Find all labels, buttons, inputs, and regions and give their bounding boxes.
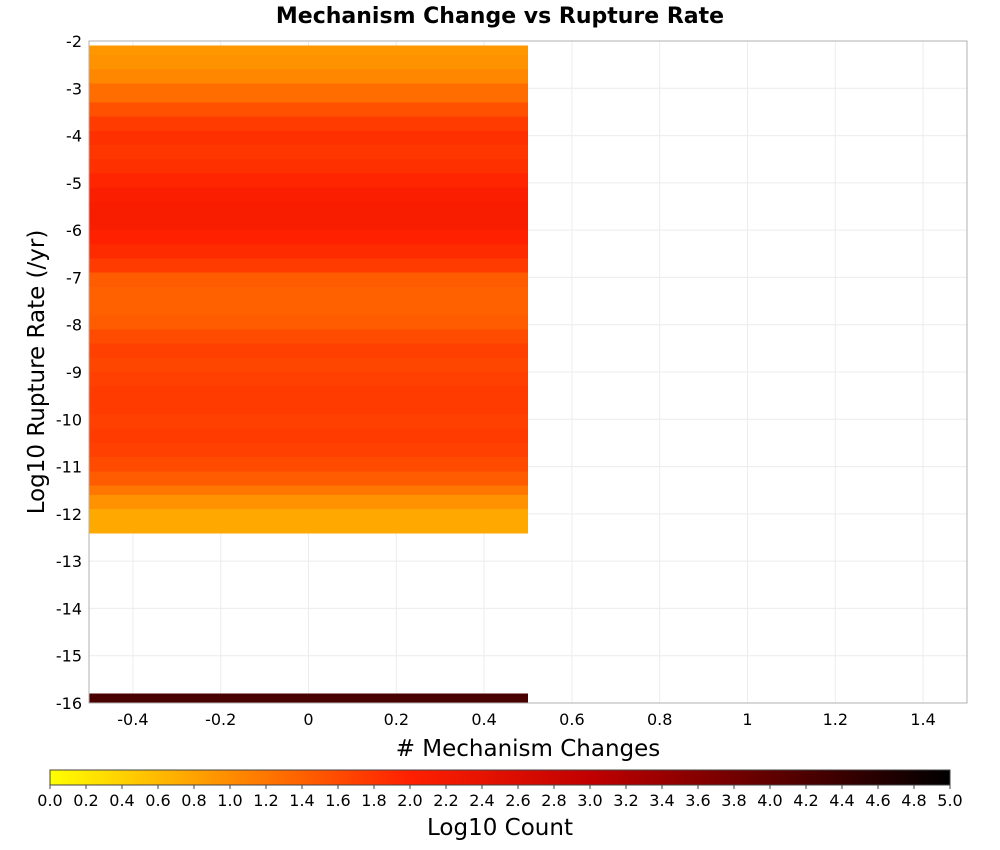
- colorbar-tick-label: 3.4: [649, 791, 674, 810]
- colorbar-tick-label: 4.2: [793, 791, 818, 810]
- colorbar-tick-label: 3.0: [577, 791, 602, 810]
- colorbar-tick-label: 5.0: [937, 791, 962, 810]
- heatmap-cell: [89, 471, 528, 486]
- y-tick-label: -2: [66, 32, 82, 51]
- x-axis-title: # Mechanism Changes: [396, 736, 661, 762]
- heatmap-cell: [89, 315, 528, 330]
- colorbar-tick-label: 0.2: [73, 791, 98, 810]
- heatmap-cell: [89, 286, 528, 302]
- heatmap-cell: [89, 494, 528, 510]
- colorbar-tick-label: 2.6: [505, 791, 530, 810]
- x-tick-label: 0: [303, 710, 313, 729]
- heatmap-cell: [89, 230, 528, 245]
- y-tick-label: -9: [66, 363, 82, 382]
- colorbar-tick-label: 2.2: [433, 791, 458, 810]
- heatmap-cell: [89, 116, 528, 132]
- x-tick-label: 0.4: [471, 710, 496, 729]
- y-tick-label: -13: [56, 552, 82, 571]
- colorbar-tick-label: 3.2: [613, 791, 638, 810]
- heatmap-cell: [89, 244, 528, 260]
- heatmap-cell: [89, 400, 528, 416]
- colorbar-tick-label: 3.8: [721, 791, 746, 810]
- colorbar-tick-label: 1.4: [289, 791, 314, 810]
- colorbar-tick-label: 2.4: [469, 791, 494, 810]
- heatmap-cell: [89, 55, 528, 70]
- heatmap-cell: [89, 83, 528, 103]
- heatmap-cell: [89, 386, 528, 401]
- colorbar-tick-label: 1.6: [325, 791, 350, 810]
- heatmap-cell: [89, 102, 528, 118]
- x-tick-label: 0.2: [384, 710, 409, 729]
- heatmap-cell: [89, 145, 528, 160]
- heatmap-cell: [89, 372, 528, 387]
- plot-area: [88, 40, 968, 704]
- heatmap-cell: [89, 693, 528, 704]
- y-tick-label: -10: [56, 410, 82, 429]
- heatmap-cell: [89, 69, 528, 85]
- heatmap-cell: [89, 442, 528, 458]
- x-tick-label: -0.2: [205, 710, 236, 729]
- x-tick-label: 1.2: [823, 710, 848, 729]
- y-tick-label: -16: [56, 694, 82, 713]
- heatmap-cell: [89, 329, 528, 345]
- x-axis-ticks: -0.4 -0.2 0 0.2 0.4 0.6 0.8 1 1.2 1.4: [117, 710, 936, 729]
- heatmap-cell: [89, 215, 528, 231]
- plot-border: [88, 40, 968, 704]
- heatmap-cell: [89, 301, 528, 316]
- y-tick-label: -15: [56, 647, 82, 666]
- x-tick-label: 1.4: [910, 710, 935, 729]
- colorbar-tick-label: 4.8: [901, 791, 926, 810]
- colorbar-tick-label: 0.4: [109, 791, 134, 810]
- heatmap-cell: [89, 45, 528, 56]
- heatmap-cell: [89, 258, 528, 274]
- colorbar-tick-label: 1.8: [361, 791, 386, 810]
- y-tick-label: -14: [56, 599, 82, 618]
- x-tick-label: 0.8: [647, 710, 672, 729]
- y-tick-label: -7: [66, 268, 82, 287]
- x-tick-label: -0.4: [117, 710, 148, 729]
- x-tick-label: 1: [742, 710, 752, 729]
- colorbar-tick-label: 4.6: [865, 791, 890, 810]
- heatmap-cell: [89, 159, 528, 174]
- colorbar-tick-label: 4.4: [829, 791, 854, 810]
- y-tick-label: -4: [66, 127, 82, 146]
- colorbar-tick-label: 1.0: [217, 791, 242, 810]
- chart-title: Mechanism Change vs Rupture Rate: [276, 4, 724, 29]
- heatmap-cell: [89, 357, 528, 373]
- colorbar-tick-label: 0.6: [145, 791, 170, 810]
- heatmap-cell: [89, 187, 528, 203]
- heatmap-cell: [89, 130, 528, 146]
- y-tick-label: -3: [66, 79, 82, 98]
- colorbar-tick-label: 2.8: [541, 791, 566, 810]
- heatmap-cell: [89, 173, 528, 189]
- y-axis-title: Log10 Rupture Rate (/yr): [24, 230, 50, 515]
- heatmap-cell: [89, 485, 528, 496]
- heatmap-cell: [89, 272, 528, 288]
- heatmap-cell: [89, 509, 528, 534]
- colorbar-tick-label: 0.8: [181, 791, 206, 810]
- y-tick-label: -11: [56, 458, 82, 477]
- y-tick-label: -12: [56, 505, 82, 524]
- heatmap-cells: [89, 45, 528, 704]
- y-axis-ticks: -2 -3 -4 -5 -6 -7 -8 -9 -10 -11 -12 -13 -14 -15 -16: [56, 32, 82, 713]
- y-tick-label: -6: [66, 221, 82, 240]
- colorbar-tick-label: 0.0: [37, 791, 62, 810]
- heatmap-cell: [89, 457, 528, 472]
- heatmap-cell: [89, 428, 528, 444]
- colorbar-tick-label: 1.2: [253, 791, 278, 810]
- colorbar-title: Log10 Count: [427, 815, 573, 841]
- colorbar-ticks: 0.0 0.2 0.4 0.6 0.8 1.0 1.2 1.4 1.6 1.8 2.0 2.2 2.4 2…: [37, 785, 963, 810]
- colorbar-tick-label: 2.0: [397, 791, 422, 810]
- heatmap-cell: [89, 201, 528, 217]
- colorbar-tick-label: 3.6: [685, 791, 710, 810]
- heatmap-cell: [89, 414, 528, 430]
- colorbar: [49, 769, 951, 786]
- y-tick-label: -8: [66, 316, 82, 335]
- heatmap-cell: [89, 343, 528, 359]
- colorbar-tick-label: 4.0: [757, 791, 782, 810]
- y-tick-label: -5: [66, 174, 82, 193]
- x-tick-label: 0.6: [559, 710, 584, 729]
